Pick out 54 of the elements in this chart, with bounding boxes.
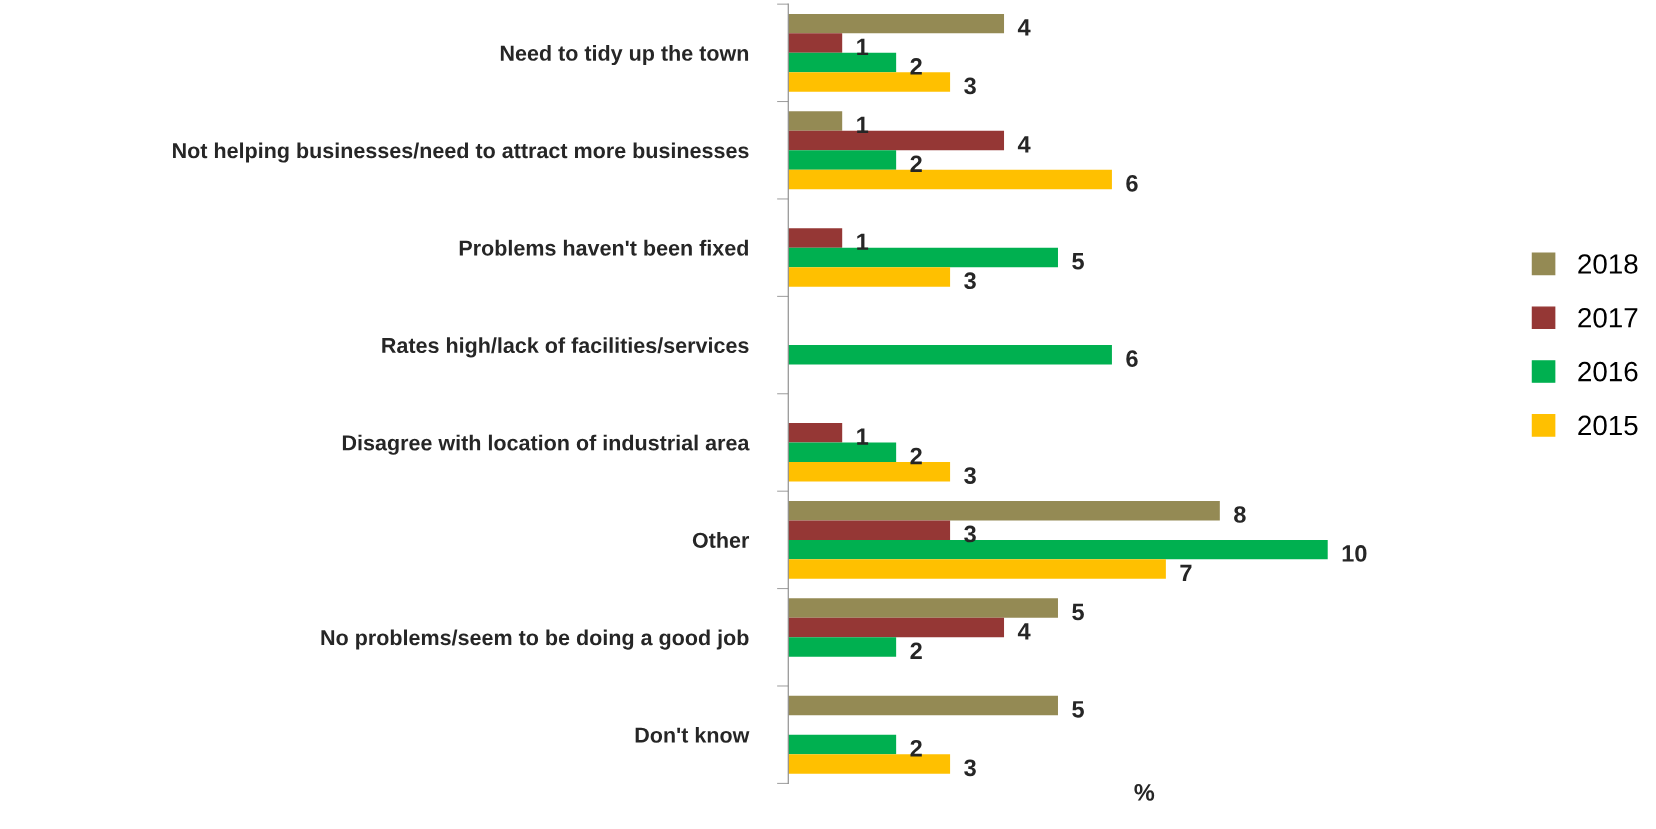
data-label: 2 [910,58,922,75]
data-label: 5 [1072,253,1084,270]
data-label: 1 [857,116,869,133]
legend-label: 2018 [1578,254,1638,274]
legend-label: 2016 [1578,361,1638,382]
data-label: 2 [910,155,922,172]
data-label: 3 [964,759,976,777]
bar [788,33,843,53]
bar [788,150,897,170]
bar [788,228,843,248]
y-tick-label: Disagree with location of industrial area [342,434,750,455]
bar [788,13,1005,34]
bar [788,695,1058,716]
bar [788,267,951,287]
data-label: 2 [910,642,922,659]
data-label: 1 [857,428,869,445]
data-label: 1 [857,38,869,56]
bar [788,559,1166,579]
data-label: 4 [1017,136,1031,153]
data-label: 3 [964,467,976,484]
data-label: 4 [1017,19,1031,36]
data-label: 4 [1017,623,1031,640]
data-label: 7 [1180,564,1192,582]
data-label: 1 [857,233,869,250]
data-label: 5 [1072,701,1084,718]
bar [788,345,1112,365]
bar [788,734,897,755]
legend-label: 2017 [1578,307,1638,328]
y-tick-label: Rates high/lack of facilities/services [382,337,749,358]
y-tick-label: Problems haven't been fixed [459,239,748,256]
data-label: 2 [910,447,922,465]
data-label: 5 [1072,603,1084,621]
y-tick-label: No problems/seem to be doing a good job [321,629,749,650]
data-label: 8 [1234,506,1246,523]
bar [788,520,951,540]
bar [788,617,1005,638]
data-label: 10 [1342,545,1367,562]
data-label: 3 [964,525,976,543]
bar [788,423,843,443]
y-tick-label: Don't know [635,726,750,743]
bar [788,500,1220,521]
bar [788,598,1058,618]
y-tick-label: Not helping businesses/need to attract more businesses [173,142,749,163]
data-label: 6 [1126,350,1138,367]
data-label: 3 [964,272,976,290]
data-label: 2 [910,739,922,757]
bar [788,637,897,657]
y-tick-label: Other [692,532,750,548]
x-axis-title: % [1134,784,1155,801]
data-label: 6 [1126,174,1138,192]
y-tick-label: Need to tidy up the town [500,45,749,66]
data-label: 3 [964,77,976,95]
legend-label: 2015 [1578,415,1638,436]
bar [788,111,843,131]
